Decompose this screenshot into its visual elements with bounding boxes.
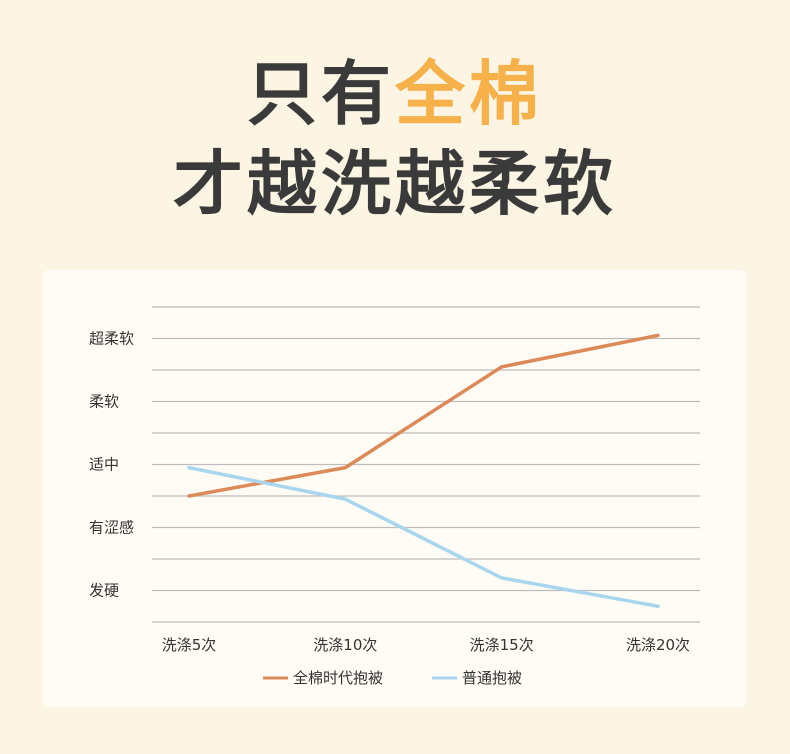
legend: 全棉时代抱被 普通抱被 <box>263 669 522 687</box>
y-tick-label: 适中 <box>89 456 119 474</box>
grid-lines <box>152 306 700 623</box>
x-tick-label: 洗涤20次 <box>626 636 690 654</box>
y-tick-label: 超柔软 <box>89 330 134 348</box>
headline-line-1: 只有全棉 <box>0 52 790 136</box>
legend-label: 普通抱被 <box>462 669 522 687</box>
legend-label: 全棉时代抱被 <box>293 669 383 687</box>
softness-line-chart: 发硬 有涩感 适中 柔软 超柔软 洗涤5次 洗涤10次 洗涤15次 洗涤20次 全棉时代抱被 普… <box>89 306 700 687</box>
series-line <box>187 465 660 608</box>
headline-line-2: 才越洗越柔软 <box>173 143 617 225</box>
chart-card: 发硬 有涩感 适中 柔软 超柔软 洗涤5次 洗涤10次 洗涤15次 洗涤20次 全棉时代抱被 普… <box>43 270 746 707</box>
x-tick-label: 洗涤15次 <box>470 636 534 654</box>
y-axis-labels: 发硬 有涩感 适中 柔软 超柔软 <box>89 330 134 600</box>
headline-prefix: 只有 <box>247 53 395 135</box>
y-tick-label: 有涩感 <box>89 519 134 537</box>
series-lines <box>187 333 660 608</box>
y-tick-label: 发硬 <box>89 582 119 600</box>
x-tick-label: 洗涤10次 <box>313 636 377 654</box>
series-line <box>187 333 660 498</box>
headline-accent: 全棉 <box>395 53 543 135</box>
y-tick-label: 柔软 <box>89 393 119 411</box>
x-axis-labels: 洗涤5次 洗涤10次 洗涤15次 洗涤20次 <box>162 636 690 654</box>
x-tick-label: 洗涤5次 <box>162 636 217 654</box>
